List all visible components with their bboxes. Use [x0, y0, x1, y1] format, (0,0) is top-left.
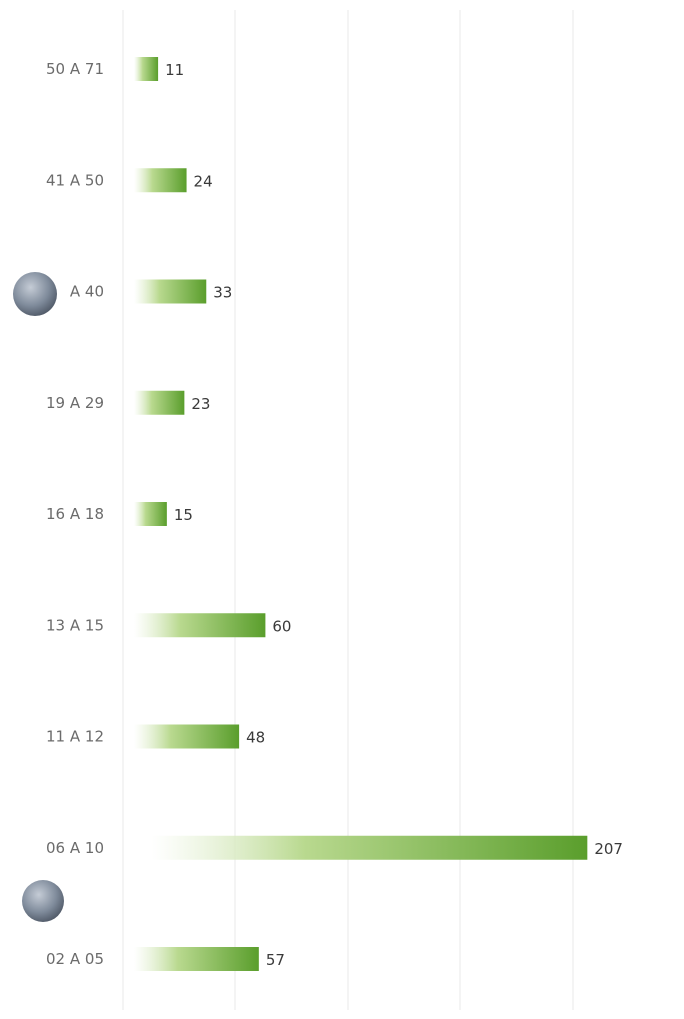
bar [134, 279, 207, 304]
decorations [13, 272, 64, 922]
category-label: 02 A 05 [46, 950, 104, 968]
labels: 50 A 71 11 41 A 50 24 A 40 33 19 A 29 23 16 A 18… [46, 60, 623, 969]
bar [134, 947, 259, 971]
category-label: 13 A 15 [46, 616, 104, 634]
value-label: 48 [246, 729, 265, 747]
bar [134, 390, 185, 415]
bar [134, 168, 187, 193]
category-label: A 40 [70, 283, 104, 301]
value-label: 24 [194, 172, 213, 190]
value-label: 15 [174, 506, 193, 524]
category-label: 19 A 29 [46, 394, 104, 412]
bar [134, 502, 167, 526]
bar [134, 724, 240, 749]
bars [134, 57, 588, 971]
category-label: 41 A 50 [46, 171, 104, 189]
value-label: 57 [266, 951, 285, 969]
value-label: 11 [165, 61, 184, 79]
category-label: 16 A 18 [46, 505, 104, 523]
category-label: 06 A 10 [46, 839, 104, 857]
category-label: 50 A 71 [46, 60, 104, 78]
category-label: 11 A 12 [46, 728, 104, 746]
decorative-dot [13, 272, 57, 316]
bar [134, 613, 266, 638]
bar [134, 57, 159, 81]
value-label: 33 [213, 284, 232, 302]
bar [151, 835, 588, 860]
decorative-dot [22, 880, 64, 922]
value-label: 207 [594, 840, 623, 858]
value-label: 60 [272, 617, 291, 635]
value-label: 23 [191, 395, 210, 413]
